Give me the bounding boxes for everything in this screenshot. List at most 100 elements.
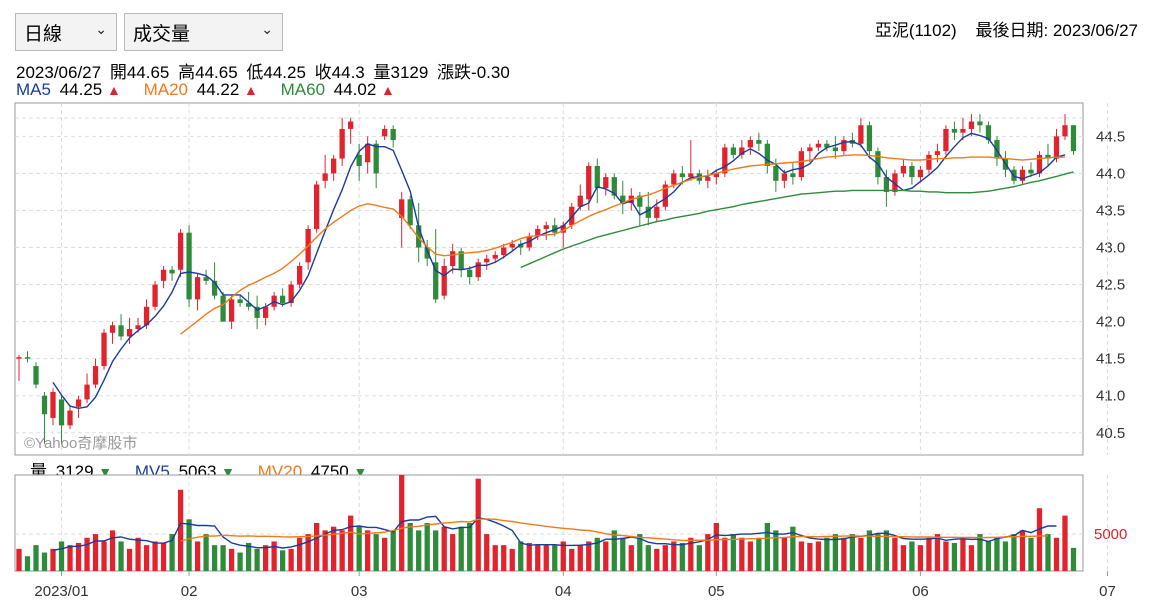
candle-body <box>228 299 235 322</box>
volume-bar <box>135 537 141 571</box>
candle-body <box>75 399 82 407</box>
ohlc-change: 漲跌-0.30 <box>437 63 510 82</box>
volume-bar <box>237 552 243 571</box>
candle-body <box>926 154 932 170</box>
time-tick-label: 07 <box>1099 583 1116 600</box>
candle-body <box>773 165 779 181</box>
volume-bar <box>909 541 915 571</box>
volume-bar <box>41 552 48 571</box>
candle-body <box>424 247 430 259</box>
indicator-select[interactable]: 成交量 ⌄ <box>124 13 283 51</box>
ma20-value: 44.22 <box>196 80 240 99</box>
volume-bar <box>807 542 813 571</box>
candle-body <box>237 299 243 304</box>
volume-bar <box>790 526 796 571</box>
candle-body <box>433 262 439 300</box>
volume-bar <box>730 534 736 571</box>
volume-bar <box>883 530 890 571</box>
period-select[interactable]: 日線 ⌄ <box>15 13 117 51</box>
candle-body <box>756 140 762 144</box>
candle-body <box>484 258 490 263</box>
candle-body <box>24 357 31 359</box>
volume-bar <box>228 548 235 571</box>
volume-bar <box>424 523 430 571</box>
period-select-value: 日線 <box>24 23 63 45</box>
volume-bar <box>262 545 269 571</box>
volume-bar <box>1011 534 1017 571</box>
volume-bar <box>433 530 439 571</box>
candle-body <box>654 206 660 218</box>
candle-body <box>322 173 328 181</box>
candle-body <box>781 173 787 181</box>
volume-bar <box>101 541 107 571</box>
ma60-line <box>520 171 1074 269</box>
volume-bar <box>245 542 252 571</box>
volume-bar <box>960 537 966 571</box>
candle-body <box>637 195 643 207</box>
candle-body <box>960 128 966 133</box>
volume-bar <box>688 537 694 571</box>
candle-body <box>883 177 890 192</box>
ohlc-open: 開44.65 <box>109 63 170 82</box>
candle-body <box>501 247 507 255</box>
candle-body <box>50 392 56 418</box>
volume-bar <box>722 537 728 571</box>
candle-body <box>169 269 175 274</box>
volume-bar <box>705 534 711 571</box>
mv5-line <box>52 515 1057 551</box>
candle-body <box>160 269 167 281</box>
candle-body <box>135 325 141 330</box>
volume-bar <box>671 541 677 571</box>
volume-bar <box>143 545 150 571</box>
volume-bar <box>1028 537 1034 571</box>
volume-bar <box>620 537 626 571</box>
volume-bar <box>271 541 277 571</box>
candle-body <box>1070 125 1077 152</box>
volume-bar <box>1036 508 1043 571</box>
volume-bar <box>126 548 133 571</box>
candle-body <box>314 184 320 229</box>
candle-body <box>126 329 133 337</box>
candle-body <box>1053 136 1060 159</box>
volume-bar <box>441 526 447 571</box>
volume-bar <box>75 542 82 571</box>
volume-bar <box>203 534 209 571</box>
candle-body <box>348 121 354 129</box>
volume-bar <box>926 537 932 571</box>
volume-bar <box>373 534 379 571</box>
volume-bar <box>1062 515 1068 571</box>
volume-bar <box>917 545 924 571</box>
watermark: ©Yahoo奇摩股市 <box>24 435 138 452</box>
candle-body <box>951 128 958 133</box>
volume-bar <box>577 545 583 571</box>
volume-bar <box>458 526 464 571</box>
volume-bar <box>526 542 532 571</box>
candle-body <box>262 306 269 318</box>
volume-bar <box>450 534 456 571</box>
volume-bar <box>866 530 873 571</box>
volume-bar <box>1045 534 1051 571</box>
candle-body <box>58 399 65 426</box>
volume-bar <box>331 526 337 571</box>
volume-bar <box>603 541 609 571</box>
candle-body <box>586 165 592 200</box>
candle-body <box>254 306 260 318</box>
candle-body <box>934 151 941 155</box>
volume-bar <box>739 537 745 571</box>
candle-body <box>203 277 209 281</box>
candle-body <box>892 173 898 192</box>
price-tick-label: 44.0 <box>1096 165 1125 182</box>
volume-bar <box>58 541 65 571</box>
volume-bar <box>696 545 702 571</box>
candle-body <box>509 243 515 248</box>
candle-body <box>705 177 711 181</box>
volume-bar <box>977 534 983 571</box>
candle-body <box>671 173 677 185</box>
price-plot-frame <box>14 102 1084 456</box>
volume-bar <box>399 475 405 571</box>
volume-bar <box>662 545 668 571</box>
candle-body <box>968 121 975 129</box>
volume-bar <box>382 537 388 571</box>
candle-body <box>416 225 422 248</box>
